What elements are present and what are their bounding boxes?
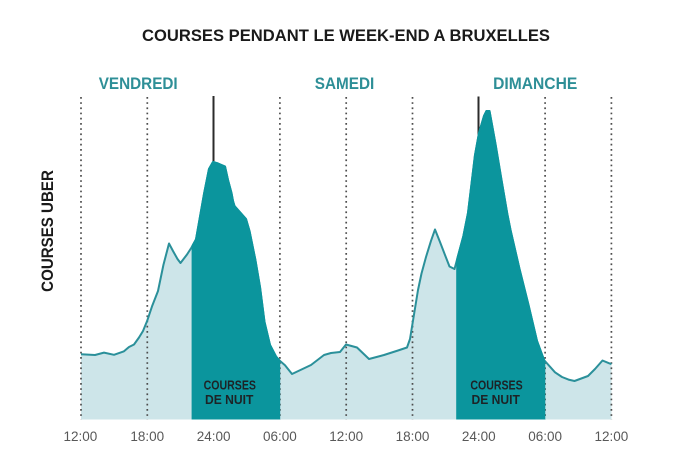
- svg-text:VENDREDI: VENDREDI: [99, 74, 178, 93]
- svg-text:12:00: 12:00: [329, 429, 363, 444]
- svg-text:06:00: 06:00: [263, 429, 297, 444]
- svg-text:12:00: 12:00: [595, 429, 629, 444]
- svg-text:DE NUIT: DE NUIT: [205, 393, 254, 407]
- svg-text:24:00: 24:00: [197, 429, 231, 444]
- svg-text:12:00: 12:00: [64, 429, 98, 444]
- svg-text:DE NUIT: DE NUIT: [472, 393, 521, 407]
- svg-text:COURSES PENDANT LE WEEK-END A: COURSES PENDANT LE WEEK-END A BRUXELLES: [142, 26, 550, 45]
- svg-text:COURSES: COURSES: [470, 379, 522, 393]
- svg-text:DIMANCHE: DIMANCHE: [493, 74, 577, 93]
- svg-text:06:00: 06:00: [528, 429, 562, 444]
- svg-text:18:00: 18:00: [396, 429, 430, 444]
- svg-text:24:00: 24:00: [462, 429, 496, 444]
- svg-text:18:00: 18:00: [130, 429, 164, 444]
- svg-text:SAMEDI: SAMEDI: [315, 74, 375, 93]
- svg-text:COURSES: COURSES: [204, 379, 256, 393]
- svg-text:COURSES UBER: COURSES UBER: [38, 170, 57, 292]
